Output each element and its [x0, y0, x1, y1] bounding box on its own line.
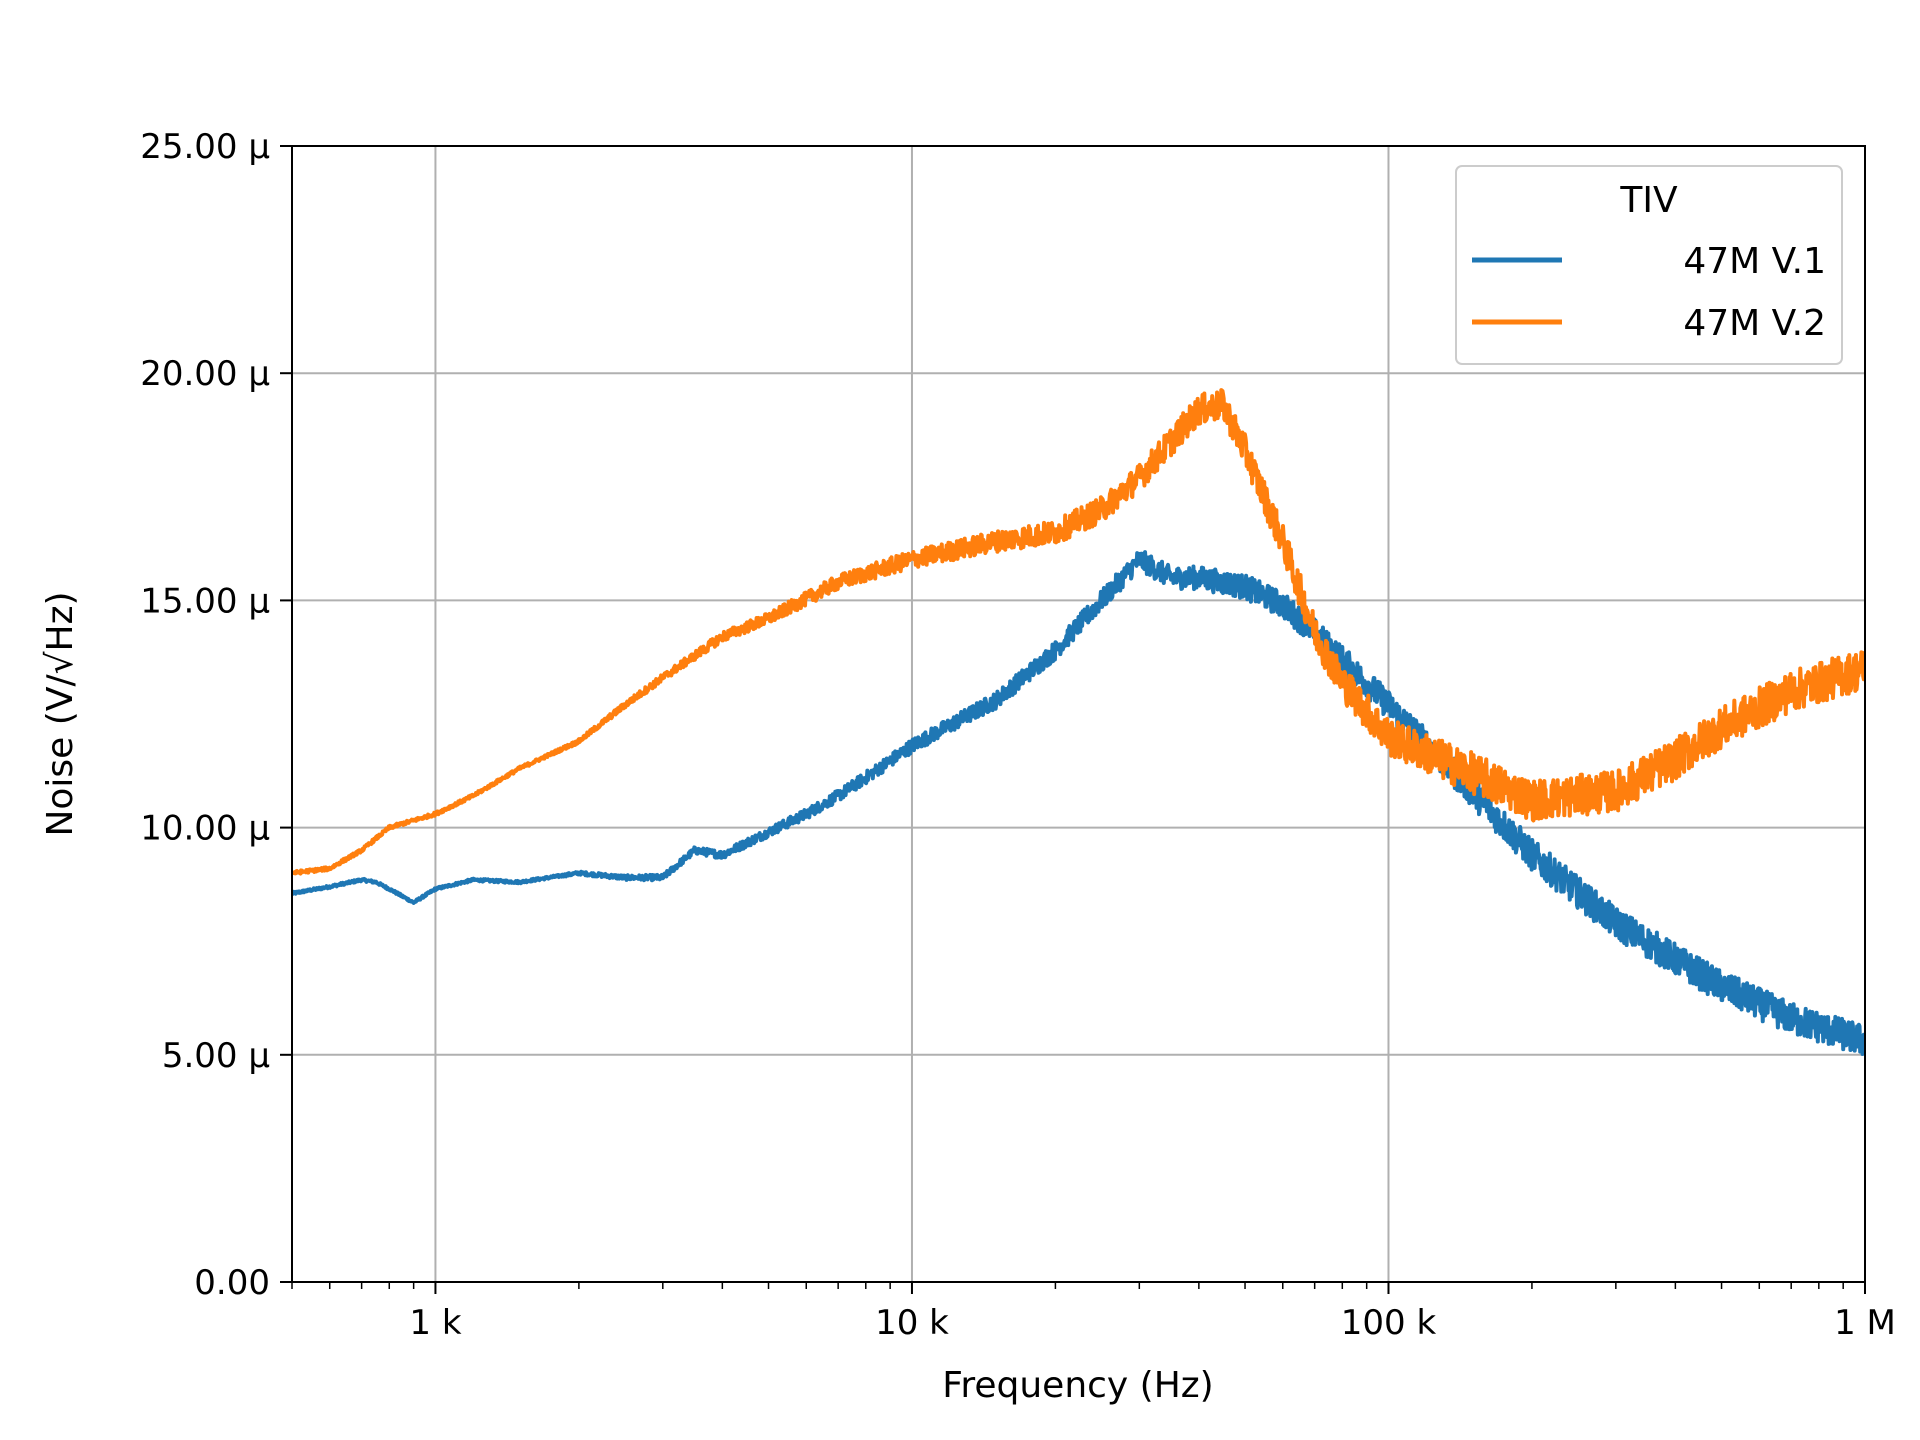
- x-tick-label: 100 k: [1341, 1303, 1437, 1343]
- y-tick-label: 10.00 µ: [140, 809, 270, 849]
- y-axis-label: Noise (V/√Hz): [40, 591, 81, 836]
- y-tick-label: 15.00 µ: [140, 581, 270, 621]
- y-tick-label: 0.00: [194, 1263, 270, 1303]
- plot-frame: [291, 145, 1866, 1283]
- x-tick-label: 10 k: [875, 1303, 949, 1343]
- series-layer: [292, 388, 1865, 1056]
- series-line-2: [292, 388, 1865, 876]
- x-tick-label: 1 M: [1834, 1303, 1896, 1343]
- series-line-1: [292, 550, 1865, 1056]
- x-tick-label: 1 k: [409, 1303, 461, 1343]
- x-axis-label: Frequency (Hz): [942, 1365, 1213, 1406]
- y-tick-label: 25.00 µ: [140, 127, 270, 167]
- legend-label-1: 47M V.1: [1683, 241, 1826, 282]
- legend: TIV 47M V.1 47M V.2: [1455, 165, 1843, 365]
- legend-title: TIV: [1619, 180, 1678, 221]
- y-axis-ticks: 0.00 5.00 µ 10.00 µ 15.00 µ 20.00 µ 25.00 µ: [140, 127, 292, 1303]
- y-tick-label: 5.00 µ: [162, 1036, 270, 1076]
- x-axis-ticks: 1 k 10 k 100 k 1 M: [291, 1282, 1896, 1343]
- legend-label-2: 47M V.2: [1683, 303, 1826, 344]
- y-tick-label: 20.00 µ: [140, 354, 270, 394]
- legend-box: [1455, 165, 1843, 365]
